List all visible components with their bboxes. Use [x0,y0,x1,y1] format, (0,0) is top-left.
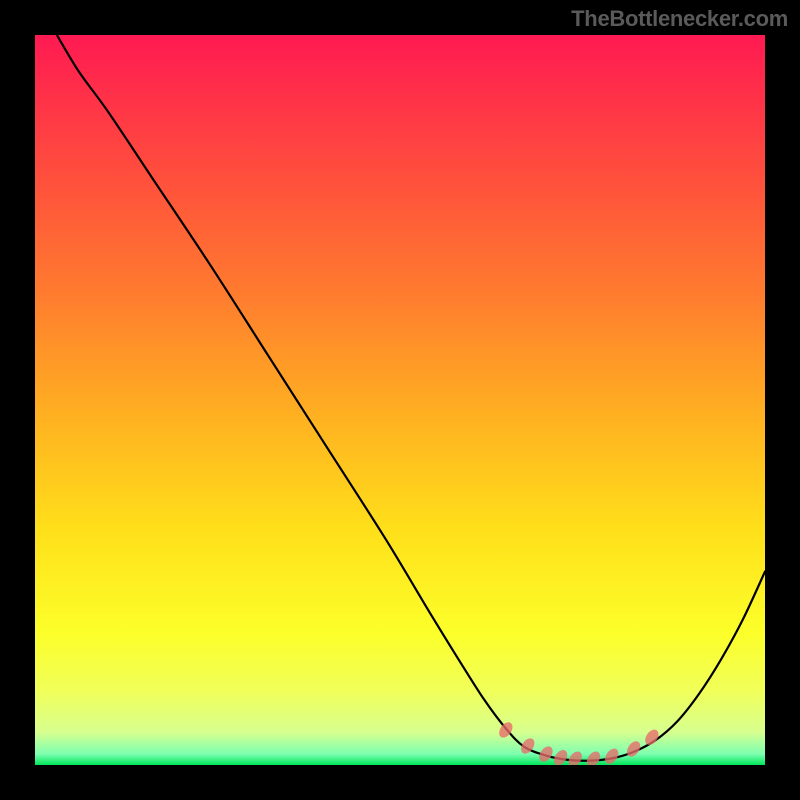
gradient-background [35,35,765,765]
plot-svg [35,35,765,765]
chart-frame: TheBottlenecker.com [0,0,800,800]
plot-area [35,35,765,765]
watermark-text: TheBottlenecker.com [571,6,788,32]
